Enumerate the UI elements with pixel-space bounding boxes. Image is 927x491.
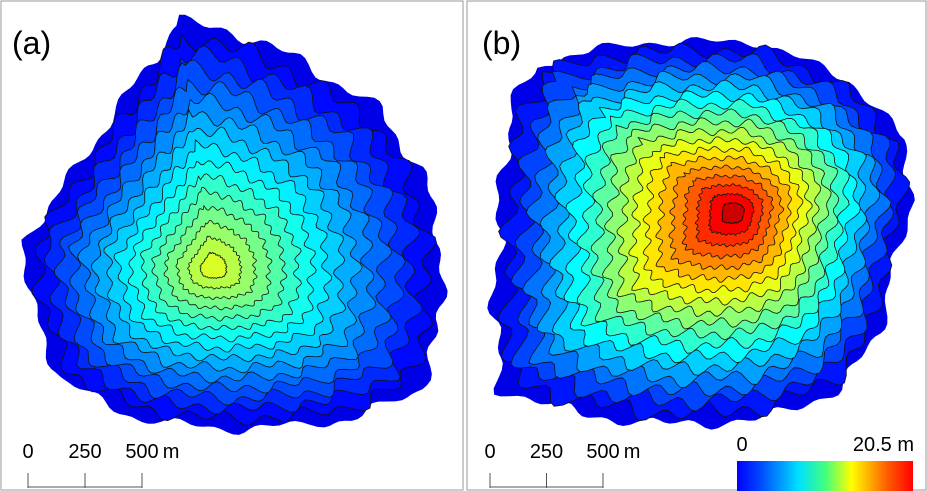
panel-label: (b) (482, 25, 521, 61)
map-a (21, 14, 448, 435)
colorbar-min: 0 (736, 434, 747, 456)
scale-label: 0 (484, 441, 495, 463)
contour (199, 251, 228, 279)
scale-label: 250 (530, 441, 563, 463)
scale-unit: m (163, 441, 180, 463)
scale-label: 250 (68, 441, 101, 463)
colorbar-max: 20.5 m (853, 434, 914, 456)
panel-label: (a) (12, 25, 51, 61)
scale-label: 500 (125, 441, 158, 463)
scale-label: 0 (22, 441, 33, 463)
map-b (487, 37, 915, 430)
colorbar (737, 461, 913, 491)
contour (721, 202, 746, 225)
scale-label: 500 (586, 441, 619, 463)
scale-unit: m (624, 441, 641, 463)
